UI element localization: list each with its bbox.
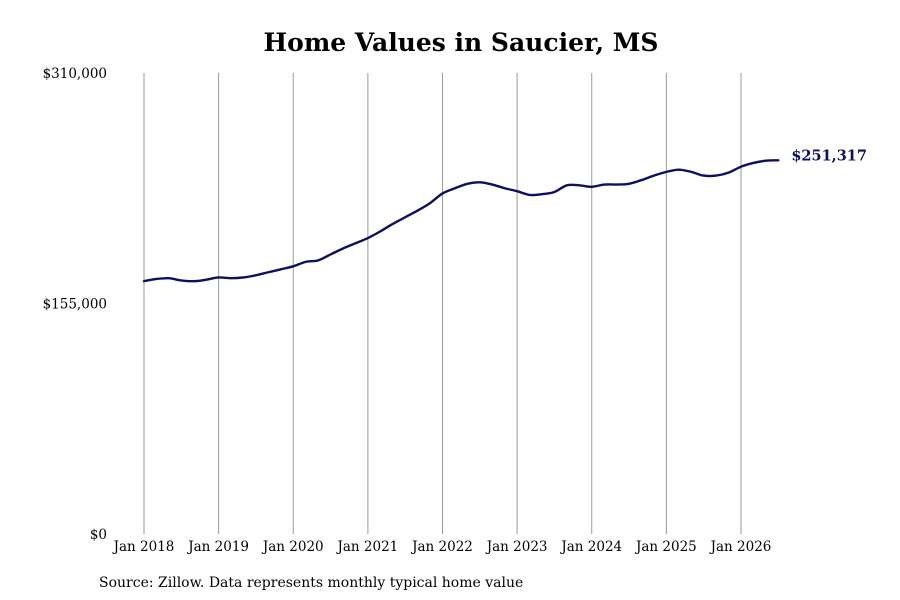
x-tick-label: Jan 2020 (261, 539, 324, 555)
series-layer: $251,317 (142, 147, 867, 283)
end-value-label: $251,317 (791, 147, 867, 164)
x-tick-label: Jan 2024 (559, 539, 622, 555)
x-tick-label: Jan 2026 (709, 539, 772, 555)
source-note: Source: Zillow. Data represents monthly … (99, 575, 523, 591)
x-tick-label: Jan 2025 (634, 539, 697, 555)
x-tick-label: Jan 2023 (485, 539, 548, 555)
x-tick-label: Jan 2022 (410, 539, 473, 555)
x-tick-label: Jan 2021 (335, 539, 398, 555)
y-tick-label: $0 (90, 527, 107, 543)
y-tick-label: $310,000 (43, 66, 107, 82)
chart-title: Home Values in Saucier, MS (264, 28, 659, 57)
gridlines (143, 73, 742, 534)
series-line (142, 159, 780, 283)
x-tick-label: Jan 2018 (112, 539, 175, 555)
y-tick-label: $155,000 (43, 297, 107, 313)
y-axis-tick-labels: $0 $155,000 $310,000 (43, 66, 107, 543)
x-tick-label: Jan 2019 (186, 539, 249, 555)
x-axis-tick-labels: Jan 2018 Jan 2019 Jan 2020 Jan 2021 Jan 2022… (112, 539, 772, 555)
